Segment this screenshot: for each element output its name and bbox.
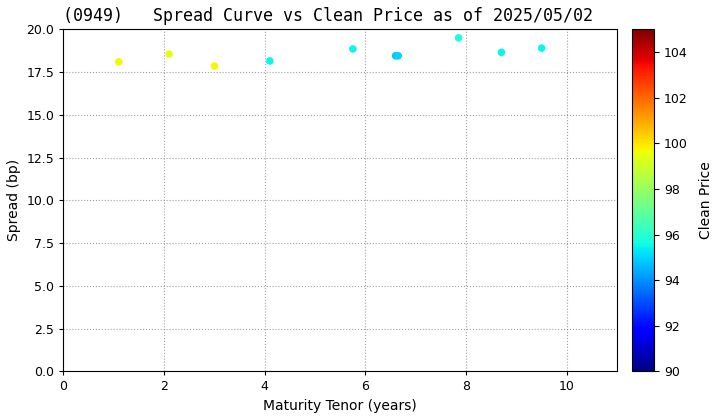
- X-axis label: Maturity Tenor (years): Maturity Tenor (years): [264, 399, 417, 413]
- Point: [536, 45, 547, 52]
- Point: [264, 58, 276, 64]
- Y-axis label: Spread (bp): Spread (bp): [7, 159, 21, 242]
- Point: [495, 49, 507, 56]
- Point: [392, 52, 404, 59]
- Point: [113, 58, 125, 65]
- Point: [163, 51, 175, 58]
- Point: [390, 52, 402, 59]
- Y-axis label: Clean Price: Clean Price: [699, 162, 713, 239]
- Point: [453, 34, 464, 41]
- Point: [209, 63, 220, 69]
- Text: (0949)   Spread Curve vs Clean Price as of 2025/05/02: (0949) Spread Curve vs Clean Price as of…: [63, 7, 593, 25]
- Point: [347, 46, 359, 52]
